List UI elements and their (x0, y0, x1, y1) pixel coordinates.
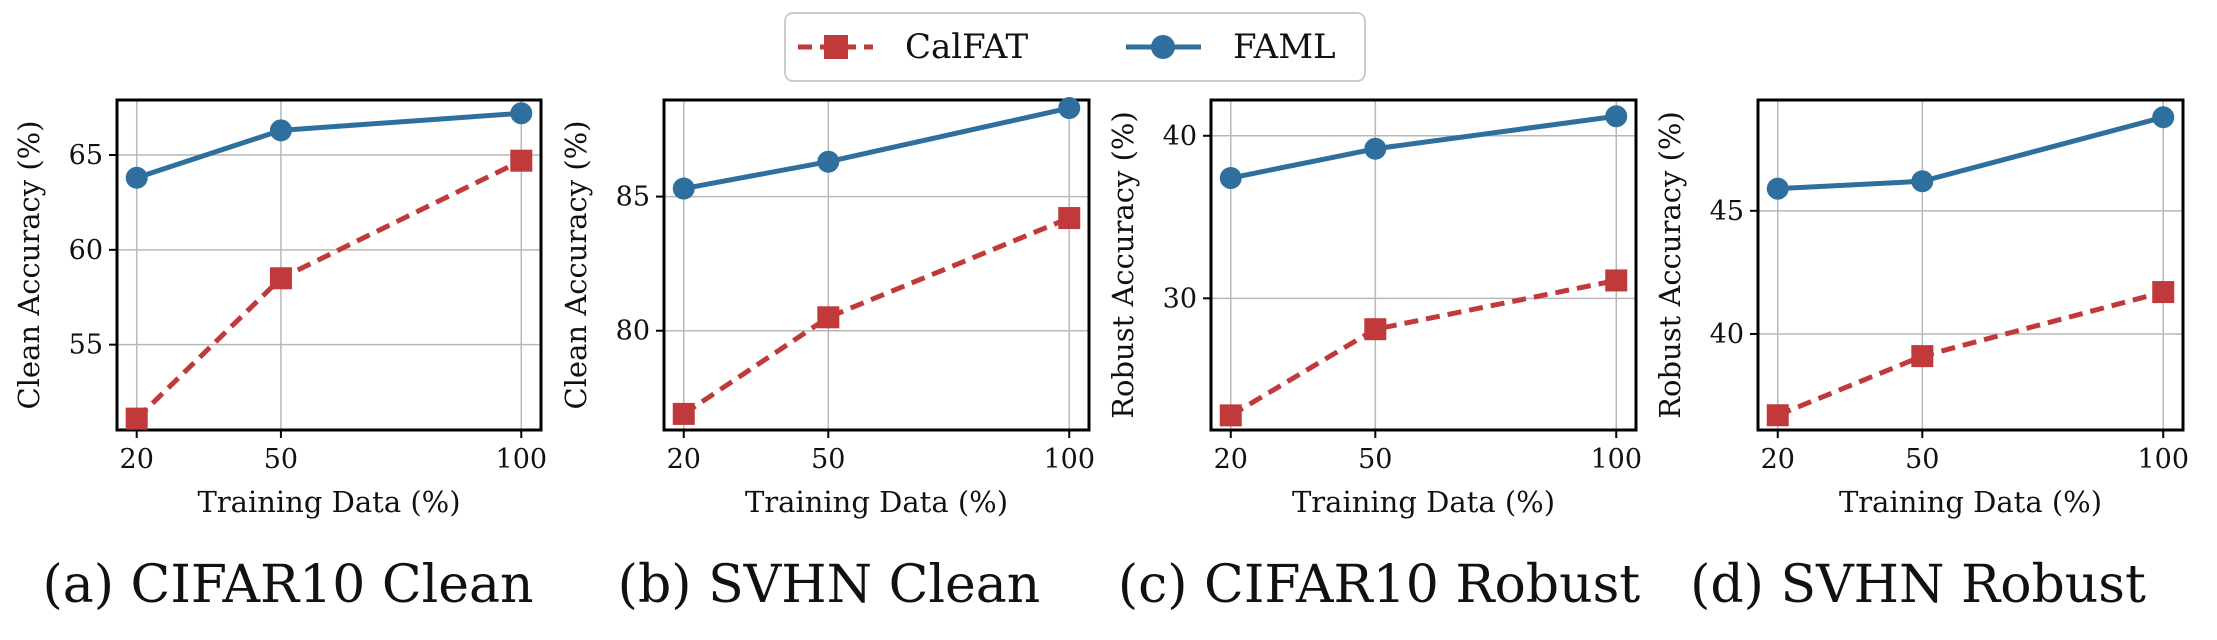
y-tick-label: 80 (616, 316, 650, 347)
legend-calfat-marker (824, 35, 848, 59)
faml-series-line (1777, 114, 2164, 192)
faml-series-line (683, 105, 1070, 191)
y-tick-label: 40 (1710, 319, 1744, 350)
faml-point (2152, 106, 2175, 129)
x-tick-label: 20 (667, 444, 701, 475)
panel-svhn-robust: 20 50 100 40 45 Training Data (%) Robust Accur… (1653, 98, 2189, 615)
calfat-point (125, 407, 148, 430)
y-axis-label: Robust Accuracy (%) (1106, 111, 1140, 419)
x-tick-label: 50 (811, 444, 845, 475)
panel-cifar10-clean: 20 50 100 55 60 65 Training Data (%) Clean Accu… (12, 98, 548, 615)
x-tick-label: 100 (1043, 444, 1095, 475)
calfat-point (1766, 404, 1789, 427)
calfat-point (1911, 345, 1934, 368)
legend-frame (784, 12, 1366, 82)
calfat-point (510, 149, 533, 172)
faml-point (817, 150, 840, 173)
y-tick-label: 55 (69, 330, 103, 361)
calfat-point (1364, 318, 1387, 341)
x-tick-label: 20 (120, 444, 154, 475)
legend-faml-marker (1151, 35, 1175, 59)
calfat-series-line (1229, 277, 1617, 418)
y-axis-label: Robust Accuracy (%) (1653, 111, 1687, 419)
panel-cifar10-robust: 20 50 100 30 40 Training Data (%) Robust Accur… (1106, 98, 1642, 615)
legend-faml-label: FAML (1233, 27, 1336, 67)
y-axis-label: Clean Accuracy (%) (559, 120, 593, 409)
calfat-series-line (134, 158, 523, 421)
faml-series-line (135, 110, 522, 181)
axes-frame (662, 98, 1091, 432)
panel-caption: (c) CIFAR10 Robust (1118, 555, 1640, 615)
y-tick-label: 40 (1163, 121, 1197, 152)
faml-point (510, 102, 533, 125)
x-tick-label: 50 (1905, 444, 1939, 475)
faml-point (125, 166, 148, 189)
axes-frame (115, 98, 543, 432)
panel-caption: (b) SVHN Clean (618, 555, 1041, 615)
calfat-series-line (682, 215, 1071, 416)
x-axis-label: Training Data (%) (1839, 485, 2102, 519)
faml-point (1058, 97, 1081, 120)
calfat-point (1058, 207, 1081, 230)
x-tick-label: 20 (1214, 444, 1248, 475)
y-tick-label: 30 (1163, 283, 1197, 314)
faml-point (1364, 137, 1387, 160)
calfat-series-line (1776, 289, 2164, 418)
x-tick-label: 100 (1590, 444, 1642, 475)
calfat-point (672, 402, 695, 425)
calfat-point (817, 306, 840, 329)
x-axis-label: Training Data (%) (1292, 485, 1555, 519)
faml-point (1911, 170, 1934, 193)
y-axis-label: Clean Accuracy (%) (12, 120, 46, 409)
y-tick-label: 60 (69, 235, 103, 266)
faml-point (1605, 105, 1628, 128)
legend-calfat-label: CalFAT (905, 27, 1028, 67)
panel-svhn-clean: 20 50 100 80 85 Training Data (%) Clean Accura… (559, 97, 1095, 615)
x-axis-label: Training Data (%) (197, 485, 460, 519)
calfat-point (1219, 404, 1242, 427)
faml-point (1219, 167, 1242, 190)
y-tick-label: 65 (69, 140, 103, 171)
y-tick-label: 45 (1710, 196, 1744, 227)
faml-series-line (1230, 113, 1617, 181)
axes-frame (1756, 98, 2185, 432)
calfat-point (269, 267, 292, 290)
panel-caption: (d) SVHN Robust (1690, 555, 2146, 615)
x-tick-label: 100 (496, 444, 548, 475)
axes-frame (1209, 98, 1638, 432)
faml-point (672, 177, 695, 200)
x-tick-label: 50 (1358, 444, 1392, 475)
y-tick-label: 85 (616, 182, 650, 213)
legend: CalFAT FAML (784, 12, 1366, 82)
x-axis-label: Training Data (%) (745, 485, 1008, 519)
calfat-point (1605, 269, 1628, 292)
faml-point (269, 119, 292, 142)
x-tick-label: 50 (264, 444, 298, 475)
faml-point (1766, 177, 1789, 200)
x-tick-label: 20 (1761, 444, 1795, 475)
calfat-point (2152, 281, 2175, 304)
x-tick-label: 100 (2137, 444, 2189, 475)
panel-caption: (a) CIFAR10 Clean (42, 555, 533, 615)
